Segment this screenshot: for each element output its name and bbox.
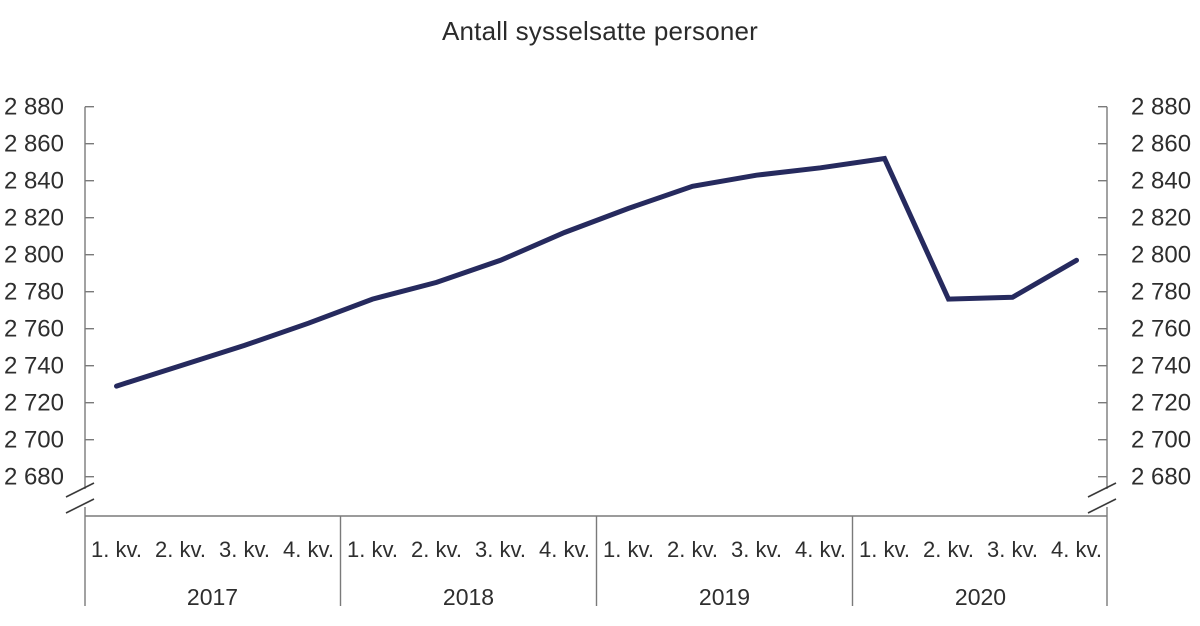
quarter-label: 3. kv. — [731, 537, 782, 562]
y-tick-label-right: 2 800 — [1131, 242, 1191, 269]
quarter-label: 1. kv. — [603, 537, 654, 562]
quarter-label: 1. kv. — [347, 537, 398, 562]
y-tick-label-right: 2 680 — [1131, 464, 1191, 491]
chart-title: Antall sysselsatte personer — [441, 16, 759, 46]
y-tick-label-right: 2 760 — [1131, 316, 1191, 343]
y-tick-label-right: 2 820 — [1131, 205, 1191, 232]
quarter-label: 1. kv. — [91, 537, 142, 562]
y-tick-label-right: 2 700 — [1131, 427, 1191, 454]
y-tick-label-left: 2 800 — [4, 242, 64, 269]
quarter-label: 2. kv. — [923, 537, 974, 562]
y-tick-label-left: 2 740 — [4, 353, 64, 380]
year-label: 2019 — [699, 584, 750, 610]
y-tick-label-right: 2 780 — [1131, 279, 1191, 306]
quarter-label: 1. kv. — [859, 537, 910, 562]
quarter-label: 4. kv. — [1051, 537, 1102, 562]
quarter-label: 3. kv. — [219, 537, 270, 562]
y-tick-label-left: 2 720 — [4, 390, 64, 417]
axis-break-icon — [65, 498, 95, 514]
quarter-label: 2. kv. — [667, 537, 718, 562]
year-label: 2017 — [187, 584, 238, 610]
y-tick-label-left: 2 840 — [4, 168, 64, 195]
y-tick-label-left: 2 700 — [4, 427, 64, 454]
axis-break-icon — [1087, 482, 1117, 498]
year-label: 2018 — [443, 584, 494, 610]
y-tick-label-left: 2 760 — [4, 316, 64, 343]
quarter-label: 3. kv. — [987, 537, 1038, 562]
y-tick-label-right: 2 840 — [1131, 168, 1191, 195]
axis-break-icon — [1087, 498, 1117, 514]
y-tick-label-left: 2 820 — [4, 205, 64, 232]
series-line — [114, 155, 1079, 389]
y-tick-label-left: 2 860 — [4, 131, 64, 158]
quarter-label: 2. kv. — [411, 537, 462, 562]
quarter-label: 4. kv. — [795, 537, 846, 562]
quarter-label: 2. kv. — [155, 537, 206, 562]
y-tick-label-right: 2 720 — [1131, 390, 1191, 417]
axis-break-icon — [65, 482, 95, 498]
quarter-label: 3. kv. — [475, 537, 526, 562]
y-tick-label-right: 2 740 — [1131, 353, 1191, 380]
y-tick-label-left: 2 780 — [4, 279, 64, 306]
y-tick-label-left: 2 880 — [4, 94, 64, 121]
quarter-label: 4. kv. — [283, 537, 334, 562]
year-label: 2020 — [955, 584, 1006, 610]
quarter-label: 4. kv. — [539, 537, 590, 562]
y-tick-label-left: 2 680 — [4, 464, 64, 491]
y-tick-label-right: 2 860 — [1131, 131, 1191, 158]
y-tick-label-right: 2 880 — [1131, 94, 1191, 121]
